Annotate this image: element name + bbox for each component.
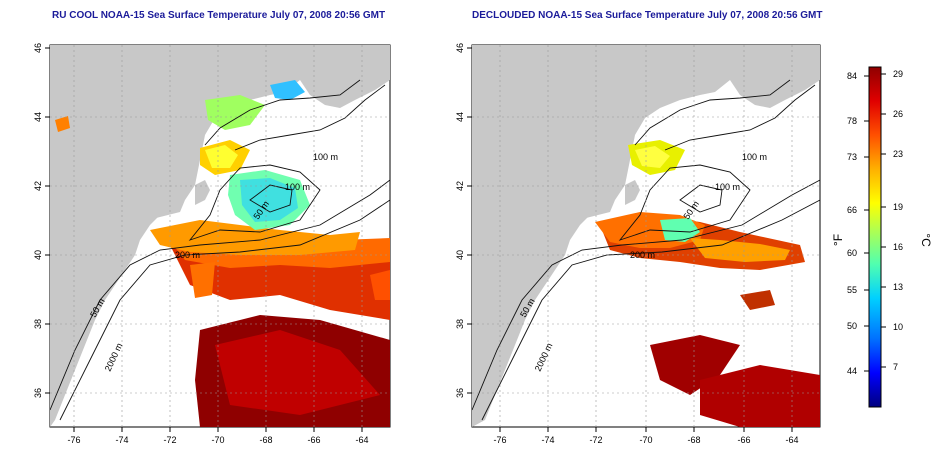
colorbar-gradient [868,66,882,408]
right-contour-label-200m: 200 m [630,250,655,260]
left-contour-label-200m: 200 m [175,250,200,260]
right-long-island [565,200,615,222]
right-x-tick: -66 [737,435,750,445]
right-map-panel: 100 m 100 m 50 m 200 m 50 m 2000 m -76 -… [455,43,821,445]
right-tick-marks [467,47,793,432]
left-land-mass [50,45,390,427]
right-y-tick: 38 [455,319,465,329]
colorbar-c-tick: 29 [893,69,903,79]
right-land-mass [472,45,820,427]
right-x-tick: -68 [687,435,700,445]
colorbar-tick-marks [864,73,886,372]
colorbar-f-ticks: 84 78 73 66 60 55 50 44 [847,71,857,376]
right-x-tick: -64 [785,435,798,445]
colorbar-celsius-label: °C [919,233,933,247]
colorbar-fahrenheit-label: °F [831,234,845,246]
colorbar-f-tick: 66 [847,205,857,215]
right-sst-data [595,140,820,427]
colorbar-f-tick: 55 [847,285,857,295]
right-x-tick: -76 [493,435,506,445]
right-y-tick: 42 [455,181,465,191]
right-y-tick: 36 [455,388,465,398]
left-nova-scotia [300,48,390,108]
left-y-tick: 42 [33,181,43,191]
left-y-axis: 46 44 42 40 38 36 [33,43,43,398]
colorbar-f-tick: 73 [847,152,857,162]
left-map-panel: 100 m 100 m 50 m 200 m 50 m 2000 m -76 -… [33,43,391,445]
right-y-axis: 46 44 42 40 38 36 [455,43,465,398]
right-grid [472,45,820,427]
left-y-tick: 44 [33,112,43,122]
left-contour-label-100m-a: 100 m [313,152,338,162]
left-tick-marks [45,47,363,432]
right-x-tick: -72 [589,435,602,445]
right-nova-scotia [730,48,820,108]
left-grid [50,45,390,427]
left-y-tick: 36 [33,388,43,398]
colorbar-f-tick: 60 [847,248,857,258]
colorbar-c-tick: 19 [893,202,903,212]
right-x-axis: -76 -74 -72 -70 -68 -66 -64 [493,435,798,445]
right-contour-label-100m-b: 100 m [715,182,740,192]
left-panel-title: RU COOL NOAA-15 Sea Surface Temperature … [52,10,386,21]
right-contour-label-100m-a: 100 m [742,152,767,162]
right-panel-title: DECLOUDED NOAA-15 Sea Surface Temperatur… [472,10,823,21]
right-x-tick: -74 [541,435,554,445]
colorbar-c-tick: 26 [893,109,903,119]
colorbar-c-tick: 23 [893,149,903,159]
colorbar-c-tick: 16 [893,242,903,252]
left-y-tick: 38 [33,319,43,329]
left-y-tick: 46 [33,43,43,53]
colorbar-f-tick: 44 [847,366,857,376]
left-x-tick: -64 [355,435,368,445]
left-sst-data [55,80,390,427]
colorbar-c-tick: 10 [893,322,903,332]
left-x-tick: -76 [67,435,80,445]
colorbar-c-ticks: 29 26 23 19 16 13 10 7 [893,69,903,372]
left-x-tick: -70 [211,435,224,445]
left-x-tick: -74 [115,435,128,445]
colorbar: 84 78 73 66 60 55 50 44 29 26 23 19 16 1… [831,66,933,408]
right-y-tick: 40 [455,250,465,260]
left-x-axis: -76 -74 -72 -70 -68 -66 -64 [67,435,368,445]
colorbar-c-tick: 7 [893,362,898,372]
left-bathymetry-contours [50,79,390,421]
left-x-tick: -68 [259,435,272,445]
right-y-tick: 44 [455,112,465,122]
left-contour-label-100m-b: 100 m [285,182,310,192]
colorbar-f-tick: 78 [847,116,857,126]
left-y-tick: 40 [33,250,43,260]
colorbar-c-tick: 13 [893,282,903,292]
left-x-tick: -72 [163,435,176,445]
colorbar-f-tick: 50 [847,321,857,331]
colorbar-f-tick: 84 [847,71,857,81]
right-y-tick: 46 [455,43,465,53]
left-x-tick: -66 [307,435,320,445]
right-x-tick: -70 [639,435,652,445]
left-long-island [135,200,185,222]
